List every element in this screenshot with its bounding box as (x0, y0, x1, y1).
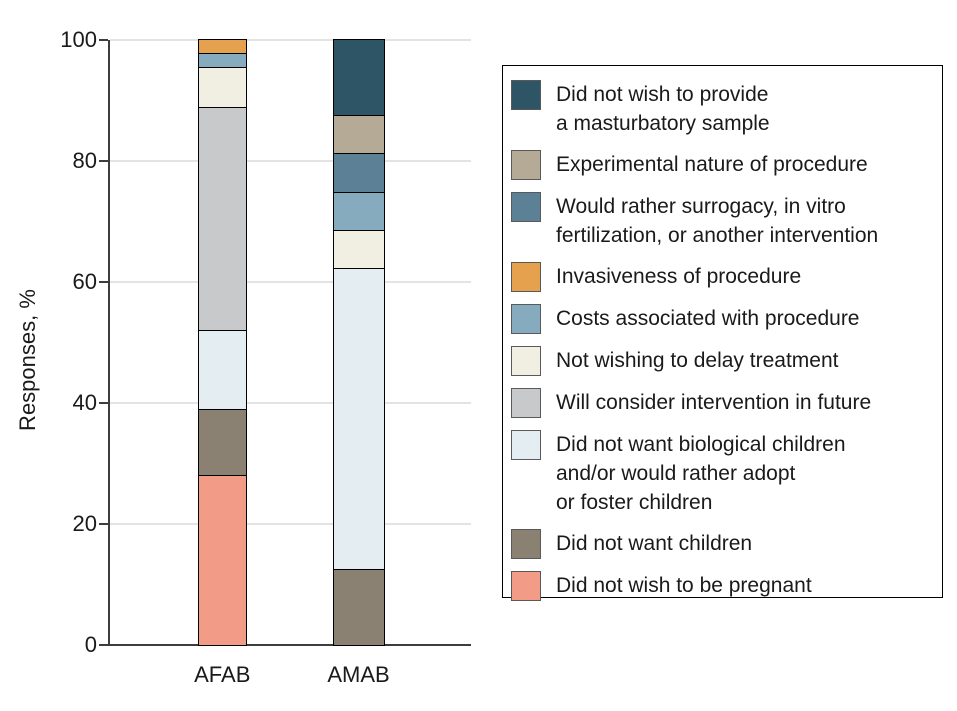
legend-item-4: Costs associated with procedure (511, 304, 932, 334)
bar-segment-afab-series-5 (198, 67, 246, 108)
legend-item-5: Not wishing to delay treatment (511, 346, 932, 376)
legend-label-6: Will consider intervention in future (556, 388, 871, 417)
legend-label-3: Invasiveness of procedure (556, 262, 801, 291)
gridline-100 (110, 39, 471, 41)
legend-swatch-1 (511, 150, 541, 180)
legend-item-2: Would rather surrogacy, in vitro fertiliz… (511, 192, 932, 250)
legend-label-line: Would rather surrogacy, in vitro (556, 195, 846, 218)
y-tickmark-20 (99, 523, 108, 525)
bar-segment-afab-series-4 (198, 53, 246, 68)
bar-segment-amab-series-1 (333, 114, 384, 154)
legend-label-9: Did not wish to be pregnant (556, 571, 812, 600)
x-ticklabel-amab: AMAB (327, 662, 390, 687)
bar-segment-afab-series-9 (198, 474, 246, 645)
legend-swatch-9 (511, 571, 541, 601)
legend-label-line: Did not want biological children (556, 433, 846, 456)
legend-swatch-6 (511, 388, 541, 418)
legend-label-line: Costs associated with procedure (556, 307, 860, 330)
y-tickmark-0 (99, 644, 108, 646)
legend-label-line: Invasiveness of procedure (556, 265, 802, 288)
y-axis-line (108, 40, 110, 646)
legend-item-1: Experimental nature of procedure (511, 150, 932, 180)
legend-label-line: a masturbatory sample (556, 112, 770, 135)
x-axis-line (108, 644, 471, 646)
legend-label-1: Experimental nature of procedure (556, 150, 868, 179)
y-ticklabel-60: 60 (72, 269, 97, 294)
legend-swatch-7 (511, 430, 541, 460)
legend-item-7: Did not want biological children and/or w… (511, 430, 932, 517)
bar-segment-amab-series-5 (333, 230, 384, 269)
legend-item-6: Will consider intervention in future (511, 388, 932, 418)
legend-swatch-8 (511, 529, 541, 559)
y-tickmark-100 (99, 39, 108, 41)
bar-afab (197, 39, 247, 646)
legend-label-line: Did not want children (556, 532, 753, 555)
legend-label-line: Will consider intervention in future (556, 391, 872, 414)
y-ticklabel-20: 20 (72, 511, 97, 536)
legend-item-0: Did not wish to provide a masturbatory sa… (511, 80, 932, 138)
legend-label-8: Did not want children (556, 529, 752, 558)
legend-label-line: Did not wish to be pregnant (556, 574, 812, 597)
y-tickmark-80 (99, 160, 108, 162)
legend-label-line: fertilization, or another intervention (556, 224, 879, 247)
bar-segment-amab-series-4 (333, 191, 384, 231)
y-ticklabel-40: 40 (72, 390, 97, 415)
legend-label-2: Would rather surrogacy, in vitro fertiliz… (556, 192, 878, 250)
y-ticklabel-80: 80 (72, 148, 97, 173)
legend-item-9: Did not wish to be pregnant (511, 571, 932, 601)
bar-segment-afab-series-3 (198, 40, 246, 54)
legend-swatch-0 (511, 80, 541, 110)
legend-label-5: Not wishing to delay treatment (556, 346, 838, 375)
legend-item-3: Invasiveness of procedure (511, 262, 932, 292)
legend-label-line: Not wishing to delay treatment (556, 349, 839, 372)
legend-label-line: Experimental nature of procedure (556, 153, 868, 176)
legend-swatch-3 (511, 262, 541, 292)
legend-label-line: and/or would rather adopt (556, 462, 796, 485)
legend-label-4: Costs associated with procedure (556, 304, 860, 333)
gridline-40 (110, 402, 471, 404)
bar-segment-afab-series-7 (198, 329, 246, 409)
gridline-20 (110, 523, 471, 525)
legend-swatch-5 (511, 346, 541, 376)
bar-segment-afab-series-6 (198, 107, 246, 330)
legend-label-line: Did not wish to provide (556, 83, 769, 106)
legend-label-0: Did not wish to provide a masturbatory sa… (556, 80, 770, 138)
x-ticklabel-afab: AFAB (194, 662, 251, 687)
legend-label-7: Did not want biological children and/or w… (556, 430, 846, 517)
legend-swatch-4 (511, 304, 541, 334)
legend-swatch-2 (511, 192, 541, 222)
y-ticklabel-0: 0 (84, 632, 97, 657)
bar-segment-amab-series-7 (333, 268, 384, 569)
gridline-80 (110, 160, 471, 162)
legend-label-line: or foster children (556, 491, 713, 514)
legend-box: Did not wish to provide a masturbatory sa… (502, 65, 943, 601)
bar-segment-afab-series-8 (198, 408, 246, 475)
y-ticklabel-100: 100 (60, 27, 97, 52)
legend-item-8: Did not want children (511, 529, 932, 559)
bar-segment-amab-series-0 (333, 40, 384, 115)
y-tickmark-40 (99, 402, 108, 404)
bar-segment-amab-series-2 (333, 153, 384, 192)
bar-segment-amab-series-8 (333, 568, 384, 645)
y-tickmark-60 (99, 281, 108, 283)
bar-amab (332, 39, 385, 646)
gridline-60 (110, 281, 471, 283)
